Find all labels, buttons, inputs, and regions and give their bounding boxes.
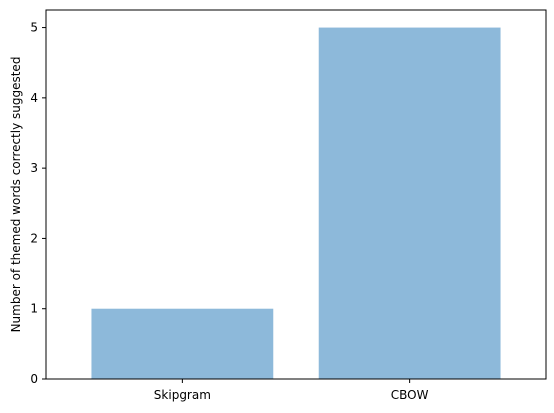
y-tick-label: 1 [30, 302, 38, 316]
bars-group [91, 27, 501, 379]
y-tick-label: 4 [30, 91, 38, 105]
bar-cbow [318, 27, 501, 379]
y-axis-label: Number of themed words correctly suggest… [9, 57, 23, 333]
y-tick-label: 5 [30, 21, 38, 35]
x-tick-label: CBOW [391, 388, 429, 402]
plot-frame [45, 9, 547, 380]
y-tick-label: 3 [30, 161, 38, 175]
bar-skipgram [91, 308, 274, 379]
y-axis-ticks: 0 1 2 3 4 5 [30, 21, 46, 386]
x-axis-ticks: Skipgram CBOW [154, 379, 429, 402]
y-tick-label: 2 [30, 231, 38, 245]
y-tick-label: 0 [30, 372, 38, 386]
x-tick-label: Skipgram [154, 388, 211, 402]
